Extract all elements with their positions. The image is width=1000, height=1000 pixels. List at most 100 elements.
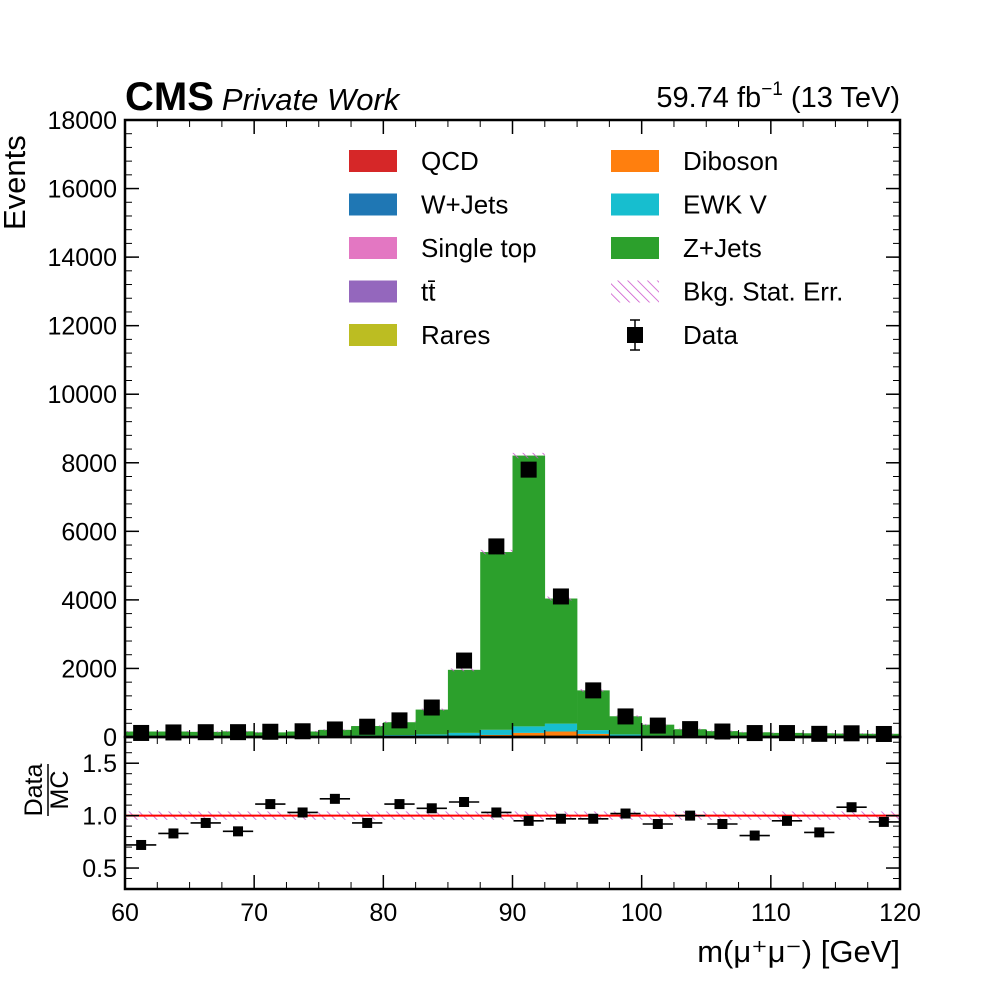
bar-zjets [480, 552, 513, 730]
legend-label: Z+Jets [683, 233, 762, 263]
y-tick-label: 14000 [47, 244, 117, 272]
data-point [423, 699, 440, 716]
ratio-points [126, 793, 899, 850]
y-tick-label: 10000 [47, 381, 117, 409]
ratio-point [329, 793, 340, 804]
ratio-y-label-num: Data [20, 764, 48, 817]
ratio-tick-label: 0.5 [82, 855, 117, 883]
ratio-tick-label: 1.0 [82, 803, 117, 831]
legend-swatch [349, 237, 397, 259]
ratio-point [781, 815, 792, 826]
ratio-plot-frame [123, 735, 902, 891]
bar-diboson [544, 731, 578, 737]
ratio-point [749, 830, 760, 841]
bar-zjets [544, 598, 578, 724]
ratio-tick-label: 1.5 [82, 750, 117, 778]
x-tick-label: 100 [621, 899, 663, 927]
data-point [875, 725, 892, 742]
data-point [649, 717, 666, 734]
x-axis-label: m(μ⁺μ⁻) [GeV] [697, 934, 900, 969]
legend-swatch [611, 193, 659, 216]
y-tick-label: 4000 [61, 587, 117, 615]
legend-entry: QCD [349, 146, 479, 176]
y-tick-label: 18000 [47, 107, 117, 135]
legend-label: Data [683, 320, 738, 350]
x-tick-label: 80 [369, 899, 397, 927]
data-point [294, 723, 311, 740]
bar-ewkv [512, 726, 546, 733]
y-axis-label: Events [0, 135, 32, 230]
ratio-point [555, 813, 566, 824]
data-point [811, 725, 828, 742]
bar-ewkv [577, 730, 610, 734]
ratio-point [652, 819, 663, 830]
data-point [133, 724, 150, 741]
bar-diboson [512, 732, 546, 737]
legend-swatch [349, 150, 397, 172]
legend-entry: Bkg. Stat. Err. [611, 277, 843, 307]
legend-swatch [349, 280, 397, 303]
data-point [391, 712, 408, 729]
x-tick-label: 110 [751, 899, 791, 927]
y-tick-label: 0 [103, 724, 117, 752]
ratio-y-label: Data MC [20, 764, 74, 817]
data-point [456, 652, 473, 669]
bar-diboson [577, 733, 610, 737]
stat-err-band [447, 668, 481, 672]
legend-label: Diboson [683, 146, 778, 176]
ratio-point [620, 808, 631, 819]
legend-entry: Diboson [611, 146, 778, 176]
legend-hatch [611, 280, 659, 303]
x-tick-label: 70 [240, 899, 268, 927]
ratio-point [297, 807, 308, 818]
legend-entry: tt̄ [349, 277, 436, 307]
y-tick-label: 2000 [61, 655, 117, 683]
legend-label: Single top [421, 233, 537, 263]
legend-swatch [349, 193, 397, 216]
bar-ewkv [609, 734, 642, 736]
data-point [778, 725, 795, 742]
legend-marker [627, 327, 643, 343]
data-point [359, 718, 376, 735]
ratio-y-label-den: MC [46, 771, 74, 810]
ratio-point [588, 813, 599, 824]
stat-err-band [512, 452, 545, 459]
data-point [682, 721, 699, 738]
ratio-point [136, 839, 147, 850]
bar-ewkv [544, 723, 578, 732]
legend-label: Rares [421, 320, 490, 350]
bar-ewkv [415, 734, 449, 737]
data-point [326, 721, 343, 738]
x-axis-ticks: 60 70 80 90 100 110 120 [111, 737, 921, 927]
legend-label: EWK V [683, 190, 767, 220]
ratio-point [362, 817, 373, 828]
ratio-y-ticks: 0.5 1.0 1.5 [82, 741, 900, 883]
data-point [843, 725, 860, 742]
data-point [488, 538, 505, 555]
legend-entry: Data [627, 319, 738, 351]
ratio-point [814, 827, 825, 838]
bar-zjets [512, 455, 546, 727]
legend-swatch [611, 237, 659, 259]
bar-ewkv [480, 729, 513, 735]
legend-entry: Z+Jets [611, 233, 762, 263]
x-tick-label: 90 [499, 899, 527, 927]
ratio-point [168, 828, 179, 839]
bar-zjets [447, 669, 481, 733]
legend-entry: EWK V [611, 190, 767, 220]
data-point [520, 461, 537, 478]
legend-swatch [611, 150, 659, 172]
lumi-label: 59.74 fb−1 (13 TeV) [656, 79, 900, 114]
ratio-point [717, 819, 728, 830]
legend-swatch [349, 324, 397, 346]
ratio-point [878, 816, 889, 827]
legend: QCD Diboson W+Jets EWK V Single top Z+Jets tt̄… [349, 146, 843, 351]
ratio-point [846, 802, 857, 813]
y-tick-label: 16000 [47, 176, 117, 204]
ratio-point [491, 807, 502, 818]
y-tick-label: 8000 [61, 450, 117, 478]
ratio-point [523, 815, 534, 826]
data-point [585, 682, 602, 699]
legend-label: Bkg. Stat. Err. [683, 277, 843, 307]
